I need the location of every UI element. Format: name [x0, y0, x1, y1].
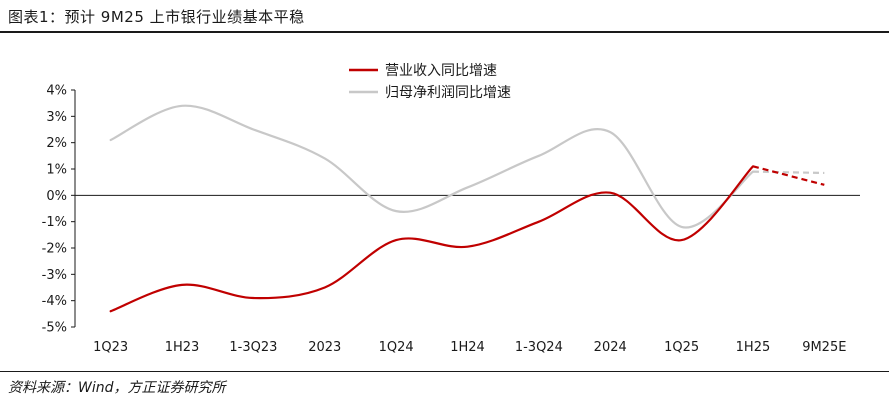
y-tick-label: -2%: [42, 242, 67, 257]
chart-title: 图表1：预计 9M25 上市银行业绩基本平稳: [8, 8, 305, 26]
x-tick-label: 1Q24: [379, 340, 414, 355]
series-forecast-net-profit: [752, 170, 825, 175]
y-tick-label: 3%: [46, 110, 67, 125]
y-tick-label: 1%: [46, 163, 67, 178]
bottom-rule: [0, 371, 889, 372]
line-chart: 4% 3% 2% 1% 0% -1% -2% -3% -4% -5% 1Q23 1H23 1-3Q23 2…: [42, 63, 860, 355]
x-tick-label: 1Q23: [93, 340, 128, 355]
y-tick-label: -5%: [42, 321, 67, 336]
x-tick-label: 1-3Q24: [515, 340, 563, 355]
y-tick-label: -1%: [42, 215, 67, 230]
x-tick-label: 9M25E: [802, 340, 846, 355]
x-tick-label: 1H25: [736, 340, 771, 355]
y-tick-label: 0%: [46, 189, 67, 204]
x-tick-label: 1H24: [450, 340, 485, 355]
series-layer: [109, 104, 825, 313]
x-tick-label: 2024: [594, 340, 627, 355]
legend-label: 营业收入同比增速: [385, 63, 497, 79]
series-line-revenue: [109, 165, 755, 313]
source-note: 资料来源：Wind，方正证券研究所: [8, 380, 226, 396]
series-forecast-revenue: [752, 165, 825, 186]
x-tick-label: 1-3Q23: [229, 340, 277, 355]
x-tick-label: 2023: [308, 340, 341, 355]
y-tick-label: 2%: [46, 136, 67, 151]
series-line-net-profit: [109, 104, 755, 229]
top-rule: [0, 31, 889, 33]
x-tick-label: 1Q25: [664, 340, 699, 355]
axes: 4% 3% 2% 1% 0% -1% -2% -3% -4% -5% 1Q23 1H23 1-3Q23 2…: [42, 84, 860, 355]
legend-label: 归母净利润同比增速: [385, 84, 511, 101]
x-tick-label: 1H23: [165, 340, 200, 355]
y-tick-label: -3%: [42, 268, 67, 283]
y-tick-label: -4%: [42, 294, 67, 309]
y-tick-label: 4%: [46, 84, 67, 99]
